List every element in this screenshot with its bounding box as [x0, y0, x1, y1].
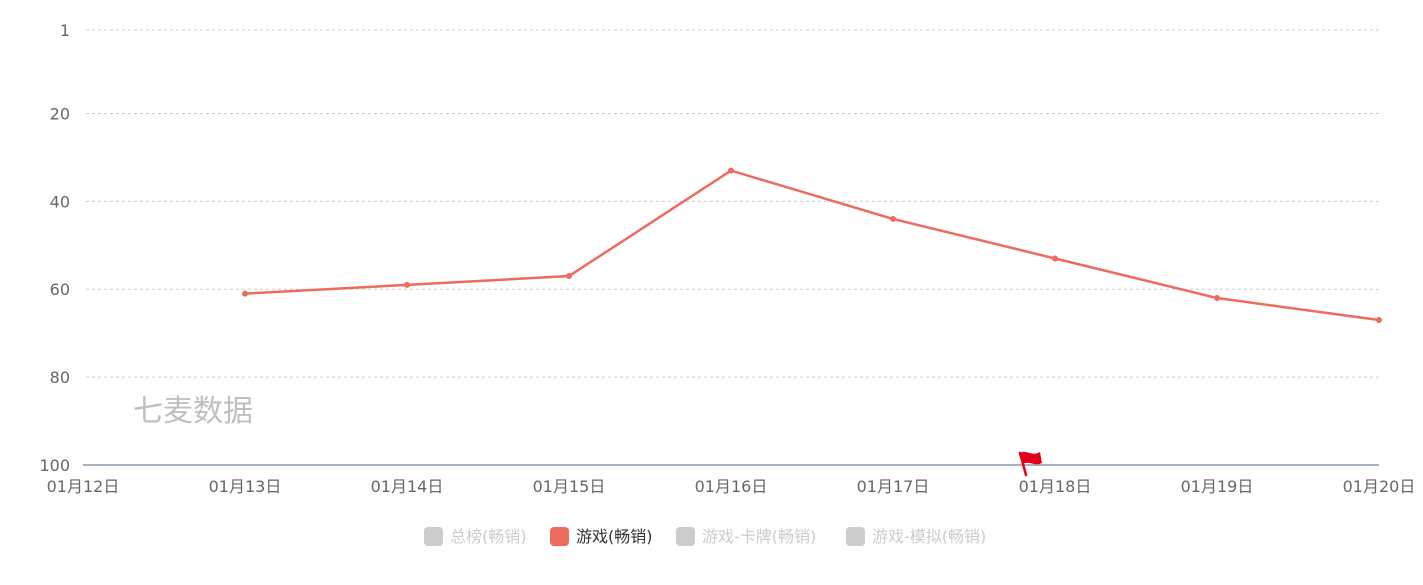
x-tick-label: 01月18日	[1019, 477, 1092, 496]
x-tick-label: 01月20日	[1343, 477, 1416, 496]
legend-swatch	[550, 527, 569, 546]
y-tick-label: 60	[50, 280, 70, 299]
y-tick-label: 1	[60, 21, 70, 40]
grid-lines	[83, 29, 1379, 466]
legend-label: 游戏(畅销)	[576, 527, 653, 546]
legend-swatch	[424, 527, 443, 546]
legend[interactable]: 总榜(畅销) 游戏(畅销) 游戏-卡牌(畅销) 游戏-模拟(畅销)	[424, 527, 986, 546]
series-layer	[242, 167, 1382, 323]
data-point[interactable]	[242, 290, 248, 297]
flag-icon[interactable]	[1018, 451, 1042, 477]
legend-item[interactable]: 游戏-模拟(畅销)	[846, 527, 986, 546]
x-tick-label: 01月15日	[533, 477, 606, 496]
y-tick-label: 80	[50, 368, 70, 387]
x-tick-label: 01月12日	[47, 477, 120, 496]
data-point[interactable]	[1214, 295, 1220, 302]
legend-item[interactable]: 总榜(畅销)	[424, 527, 527, 546]
x-tick-label: 01月16日	[695, 477, 768, 496]
series-line	[244, 169, 1380, 322]
data-point[interactable]	[1052, 255, 1058, 262]
x-tick-label: 01月14日	[371, 477, 444, 496]
annotation-layer	[1018, 451, 1042, 477]
legend-item[interactable]: 游戏-卡牌(畅销)	[676, 527, 816, 546]
watermark: 七麦数据	[133, 394, 253, 429]
data-point[interactable]	[728, 167, 734, 174]
data-point[interactable]	[404, 281, 410, 288]
y-tick-label: 100	[39, 456, 70, 475]
x-axis-ticks: 01月12日 01月13日 01月14日 01月15日 01月16日 01月17日 01月1…	[47, 477, 1416, 496]
x-tick-label: 01月13日	[209, 477, 282, 496]
legend-label: 总榜(畅销)	[450, 527, 527, 546]
legend-swatch	[846, 527, 865, 546]
y-tick-label: 20	[50, 104, 70, 123]
legend-label: 游戏-卡牌(畅销)	[702, 527, 816, 546]
flag-cloth	[1020, 451, 1042, 465]
x-tick-label: 01月17日	[857, 477, 930, 496]
legend-item[interactable]: 游戏(畅销)	[550, 527, 653, 546]
y-axis-ticks: 1 20 40 60 80 100	[39, 21, 70, 475]
data-point[interactable]	[890, 215, 896, 222]
y-tick-label: 40	[50, 192, 70, 211]
data-point[interactable]	[566, 273, 572, 280]
legend-label: 游戏-模拟(畅销)	[872, 527, 986, 546]
data-point[interactable]	[1376, 317, 1382, 323]
legend-swatch	[676, 527, 695, 546]
x-tick-label: 01月19日	[1181, 477, 1254, 496]
